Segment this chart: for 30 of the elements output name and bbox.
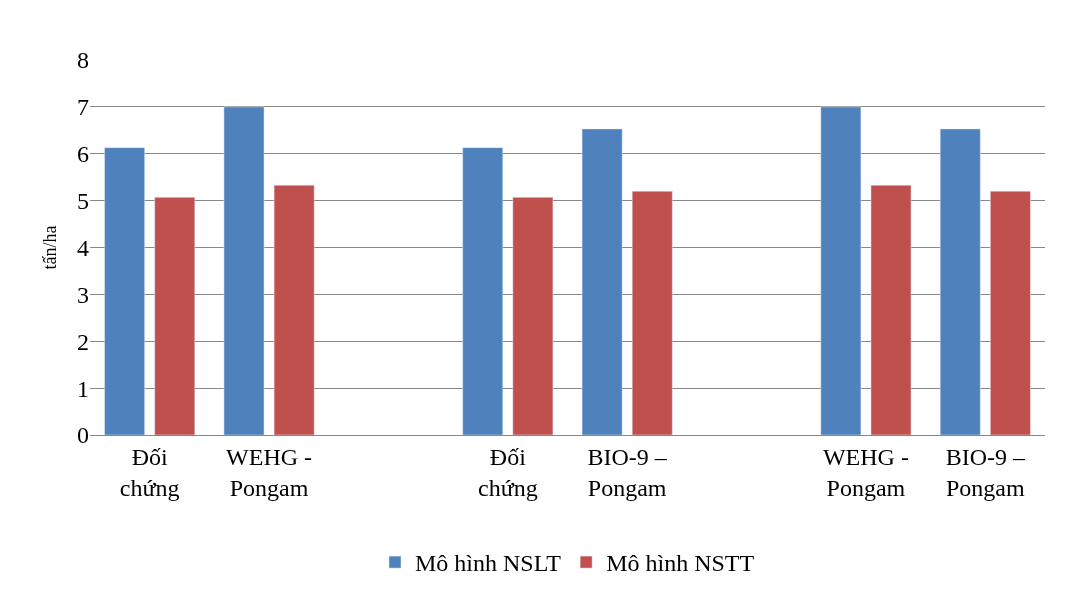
bar: [870, 184, 912, 435]
y-tick-label: 1: [77, 375, 89, 402]
bar: [581, 128, 623, 435]
bar: [154, 197, 196, 435]
x-tick-label: Đối chứng: [477, 443, 538, 501]
x-tick-label: BIO-9 – Pongam: [945, 443, 1026, 501]
legend-label: Mô hình NSLT: [415, 550, 562, 577]
x-tick-label: BIO-9 – Pongam: [587, 443, 668, 501]
x-tick-label: Đối chứng: [119, 443, 180, 501]
x-tick-label: WEHG - Pongam: [822, 443, 909, 501]
legend-label: Mô hình NSTT: [606, 550, 755, 577]
y-tick-label: 6: [77, 141, 89, 168]
y-tick-label: 2: [77, 328, 89, 355]
bar: [462, 147, 504, 435]
bar: [273, 184, 315, 435]
x-tick-label: WEHG - Pongam: [226, 443, 313, 501]
bar: [223, 106, 265, 435]
y-tick-label: 8: [77, 47, 89, 74]
y-axis-title: tấn/ha: [40, 225, 61, 270]
bar: [631, 191, 673, 435]
bar: [104, 147, 145, 435]
y-tick-label: 0: [77, 422, 89, 449]
bar: [512, 197, 554, 435]
y-tick-label: 5: [77, 188, 89, 215]
bar: [990, 191, 1031, 435]
y-tick-label: 4: [77, 234, 89, 261]
y-tick-label: 3: [77, 281, 89, 308]
bar: [820, 106, 862, 435]
bar: [939, 128, 981, 435]
y-tick-label: 7: [77, 94, 89, 121]
